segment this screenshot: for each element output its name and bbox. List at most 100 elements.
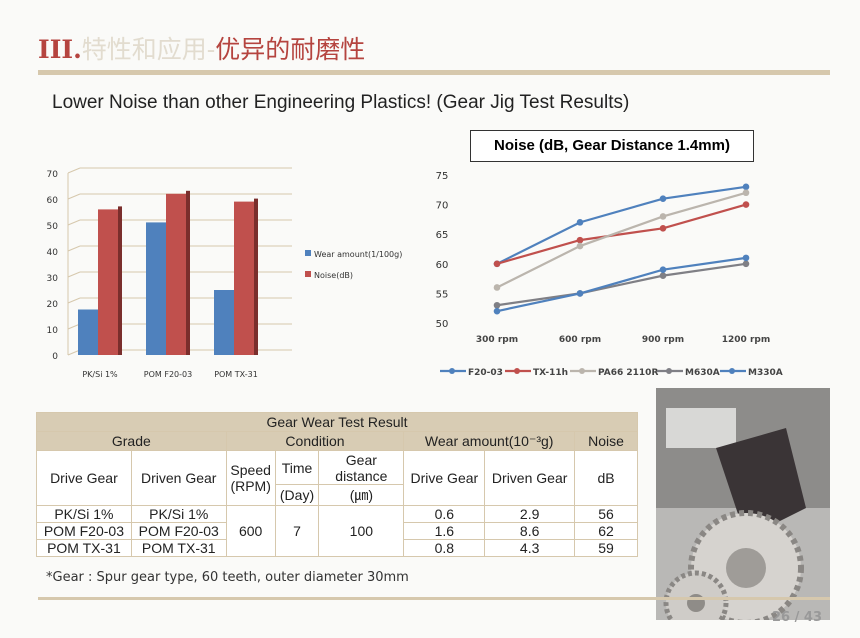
y-tick-label: 60: [47, 196, 59, 206]
col-wear-driven: Driven Gear: [484, 450, 575, 506]
legend-label: Wear amount(1/100g): [314, 250, 402, 259]
gridline: [67, 271, 81, 278]
data-point: [493, 307, 501, 315]
data-point: [659, 195, 667, 202]
data-point: [493, 301, 501, 309]
cell: 62: [574, 522, 638, 540]
data-point: [742, 183, 750, 191]
data-point: [659, 213, 667, 220]
title-rule: [38, 70, 830, 75]
col-dist-unit: (㎛): [318, 484, 405, 506]
data-point: [576, 219, 584, 226]
y-tick-label: 75: [436, 171, 449, 182]
slide-title: III.特性和应用-优异的耐磨性: [38, 30, 365, 66]
series-line-f20-03: [496, 185, 747, 265]
bar-wear-amount-1-100g-: [78, 309, 98, 355]
y-tick-label: 50: [47, 222, 59, 232]
y-tick-label: 50: [436, 319, 449, 330]
data-point: [576, 290, 584, 297]
cell: 59: [574, 539, 638, 557]
noise-chart-title: Noise (dB, Gear Distance 1.4mm): [470, 130, 754, 162]
data-point: [742, 254, 750, 262]
data-point: [659, 272, 667, 279]
col-dist: Gear distance: [318, 450, 405, 485]
x-tick-label: 600 rpm: [559, 335, 601, 345]
series-line-m630a: [496, 262, 747, 307]
footnote: *Gear : Spur gear type, 60 teeth, outer …: [46, 570, 409, 585]
title-faded: 特性和应用-: [81, 35, 216, 64]
data-point: [493, 284, 501, 291]
legend-marker: [579, 368, 585, 374]
y-tick-label: 40: [47, 248, 59, 258]
legend-marker: [666, 368, 672, 374]
legend-swatch: [305, 250, 311, 256]
y-tick-label: 55: [436, 289, 449, 300]
gear-photo: [656, 388, 830, 620]
cell-time: 7: [274, 505, 320, 557]
y-tick-label: 30: [47, 274, 59, 284]
legend-marker: [449, 368, 455, 374]
legend-label: PA66 2110R: [598, 368, 658, 378]
y-tick-label: 60: [436, 260, 449, 271]
col-time-unit: (Day): [274, 484, 320, 506]
bar-side: [118, 206, 122, 355]
footer-rule: [38, 597, 830, 600]
y-tick-label: 70: [47, 170, 59, 180]
bar-side: [186, 190, 190, 355]
table-row: POM TX-31 POM TX-31 0.8 4.3 59: [36, 539, 638, 557]
col-drive: Drive Gear: [36, 450, 132, 506]
cell: POM TX-31: [130, 539, 227, 557]
group-grade: Grade: [36, 431, 227, 451]
table-title: Gear Wear Test Result: [36, 412, 638, 432]
title-number: III.: [38, 35, 82, 64]
cell: PK/Si 1%: [36, 505, 132, 523]
data-point: [493, 260, 501, 268]
x-tick-label: 300 rpm: [476, 335, 518, 345]
line-chart: 50 55 60 65 70 75 300 rpm 600 rpm 900 rpm 1200 rp…: [436, 171, 783, 378]
legend-swatch: [305, 271, 311, 277]
bar-wear-amount-1-100g-: [214, 290, 234, 355]
y-tick-label: 20: [47, 300, 59, 310]
cell: 8.6: [484, 522, 575, 540]
series-line-m330a: [496, 256, 747, 313]
y-tick-label: 10: [47, 326, 59, 336]
col-db: dB: [574, 450, 638, 506]
table-row: PK/Si 1% PK/Si 1% 600 7 100 0.6 2.9 56: [36, 505, 638, 557]
group-wear: Wear amount(10⁻³g): [403, 431, 575, 451]
col-speed: Speed (RPM): [225, 450, 276, 506]
bar-noise-db-: [234, 201, 254, 355]
series-line-pa66-2110r: [496, 191, 747, 289]
gridline: [67, 219, 81, 226]
series-line-tx-11h: [496, 203, 747, 265]
bar-wear-amount-1-100g-: [146, 222, 166, 355]
legend-marker: [514, 368, 520, 374]
group-condition: Condition: [225, 431, 405, 451]
data-point: [576, 236, 584, 244]
y-tick-label: 65: [436, 230, 449, 241]
gridline: [67, 167, 81, 174]
data-point: [659, 266, 667, 274]
cell: 1.6: [403, 522, 486, 540]
title-main: 优异的耐磨性: [215, 35, 366, 64]
cell: 4.3: [484, 539, 575, 557]
cell: 2.9: [484, 505, 575, 523]
col-wear-drive: Drive Gear: [403, 450, 486, 506]
data-point: [742, 201, 750, 208]
y-tick-label: 70: [436, 201, 449, 212]
x-tick-label: PK/Si 1%: [82, 370, 118, 379]
bar-noise-db-: [98, 209, 118, 355]
gridline: [67, 193, 81, 200]
bar-side: [254, 198, 258, 355]
cell-speed: 600: [225, 505, 276, 557]
bar-noise-db-: [166, 193, 186, 355]
y-tick-label: 0: [52, 352, 58, 362]
col-time: Time: [274, 450, 320, 485]
gridline: [67, 245, 81, 252]
cell-dist: 100: [318, 505, 405, 557]
cell: 0.6: [403, 505, 486, 523]
data-point: [742, 260, 750, 268]
col-driven: Driven Gear: [130, 450, 227, 506]
cell: 0.8: [403, 539, 486, 557]
legend-label: Noise(dB): [314, 271, 353, 280]
subtitle: Lower Noise than other Engineering Plast…: [52, 92, 630, 113]
